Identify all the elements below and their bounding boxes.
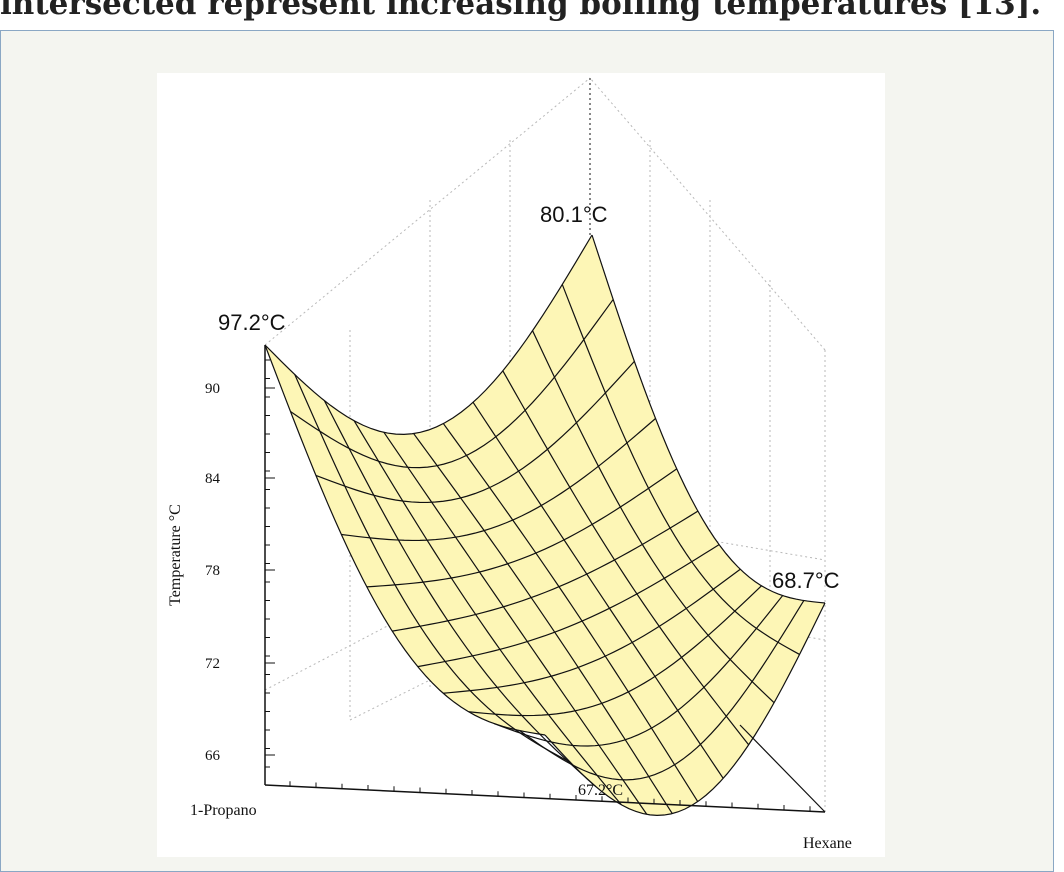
mesh-line: [442, 423, 699, 802]
mesh-line: [472, 402, 724, 779]
component-label: Hexane: [803, 835, 852, 852]
mesh-line: [502, 370, 750, 746]
mesh-line: [294, 374, 571, 763]
peak-label: 80.1°C: [540, 202, 608, 227]
component-label: 1-Propano: [190, 802, 257, 819]
surface: [264, 234, 826, 816]
peak-label: 67.2°C: [578, 782, 623, 799]
mesh-line: [532, 330, 775, 704]
mesh-line: [544, 602, 826, 816]
mesh-line: [519, 600, 805, 781]
tick-label: 84: [205, 471, 221, 487]
mesh-line: [591, 234, 826, 604]
caption-text: intersected represent increasing boiling…: [0, 0, 1042, 22]
mesh-line: [353, 420, 622, 806]
mesh-line: [493, 595, 784, 747]
axis-title: Temperature °C: [167, 504, 184, 606]
mesh-line: [290, 299, 614, 469]
mesh-line: [392, 510, 699, 632]
mesh-line: [315, 360, 635, 504]
mesh-line: [366, 468, 678, 588]
mesh-line: [383, 432, 648, 815]
axis-ticks: 90 84 78 72 66: [205, 359, 811, 812]
mesh-line: [323, 400, 597, 788]
mesh-line: [341, 418, 656, 542]
surface-fill: [265, 235, 825, 816]
mesh-line: [468, 585, 762, 717]
peak-label: 97.2°C: [218, 310, 286, 335]
mesh-line: [413, 433, 673, 814]
tick-label: 66: [205, 748, 221, 764]
peak-label: 68.7°C: [772, 568, 840, 593]
mesh-line: [443, 568, 741, 694]
mesh-line: [264, 234, 593, 435]
tick-label: 72: [205, 656, 220, 672]
mesh-line: [561, 284, 800, 655]
mesh-line: [417, 544, 720, 668]
tick-label: 90: [205, 381, 220, 397]
tick-label: 78: [205, 563, 220, 579]
